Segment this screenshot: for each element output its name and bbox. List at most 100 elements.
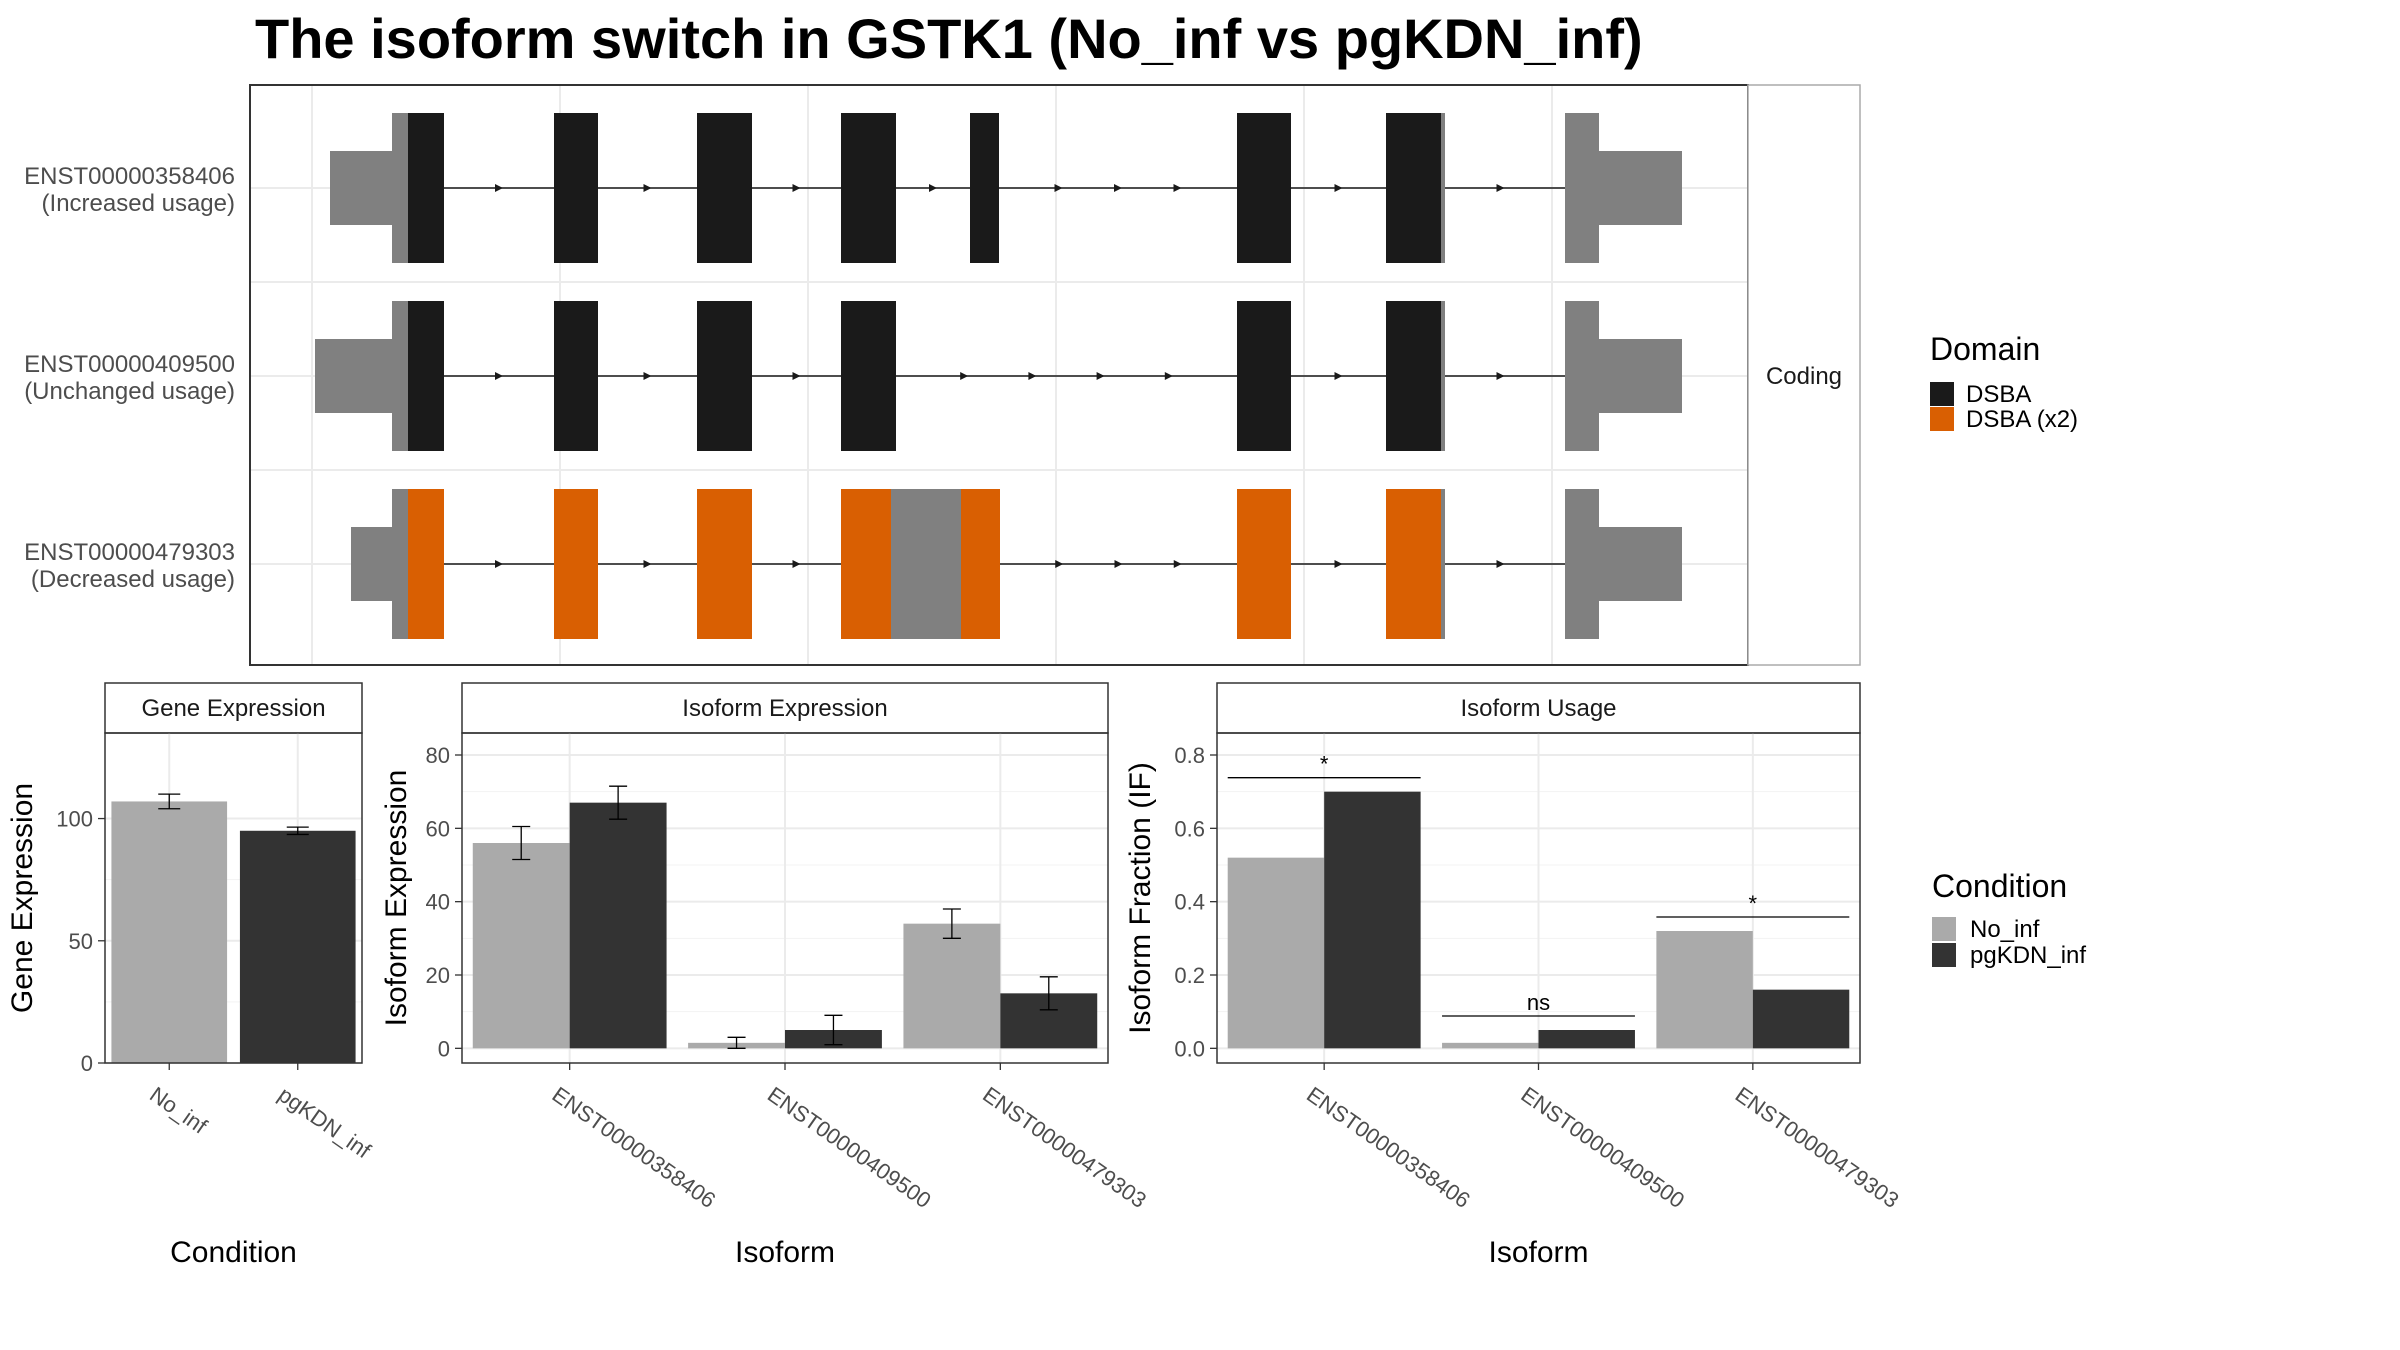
exon-domain bbox=[970, 113, 999, 263]
utr3-block bbox=[1599, 339, 1682, 413]
exon-domain bbox=[1386, 489, 1441, 639]
intron-arrow bbox=[495, 560, 503, 568]
exon-domain bbox=[1237, 301, 1291, 451]
condition-legend-label: pgKDN_inf bbox=[1970, 942, 2086, 969]
intron-arrow bbox=[792, 184, 801, 192]
x-tick-label: ENST00000479303 bbox=[1731, 1082, 1904, 1213]
exon-noncoding bbox=[392, 113, 408, 263]
y-tick-label: 20 bbox=[426, 963, 450, 988]
y-tick-label: 0.2 bbox=[1174, 963, 1205, 988]
exon-domain bbox=[841, 113, 896, 263]
intron-arrow bbox=[495, 184, 503, 192]
y-tick-label: 0.4 bbox=[1174, 890, 1205, 915]
utr3-block bbox=[1599, 151, 1682, 225]
isoform-expression-panel: Isoform Expression 0 20 40 60 80 ENST000003584… bbox=[380, 682, 1151, 1269]
y-tick-label: 100 bbox=[56, 807, 93, 832]
isoform-id-label: ENST00000358406 bbox=[24, 163, 235, 190]
exon-noncoding bbox=[1441, 301, 1445, 451]
isoform-id-label: ENST00000409500 bbox=[24, 351, 235, 378]
intron-arrow bbox=[643, 184, 652, 192]
x-tick-label: ENST00000479303 bbox=[978, 1082, 1151, 1213]
exon-domain bbox=[554, 113, 598, 263]
intron-arrow bbox=[1055, 560, 1064, 568]
isoform-usage-panel: Isoform Usage * ns * 0.0 0.2 0.4 0.6 0.8 ENST0000… bbox=[1124, 682, 1904, 1269]
intron-arrow bbox=[1164, 372, 1173, 380]
gene-structure-panel: ENST00000358406(Increased usage) ENST0000… bbox=[24, 84, 1861, 666]
y-tick-label: 80 bbox=[426, 743, 450, 768]
condition-legend-title: Condition bbox=[1932, 868, 2067, 904]
exon-domain bbox=[841, 301, 896, 451]
exon-domain bbox=[554, 301, 598, 451]
exon-noncoding bbox=[1441, 113, 1445, 263]
significance-label: ns bbox=[1527, 990, 1550, 1015]
panel-strip-label: Gene Expression bbox=[141, 695, 325, 722]
intron-arrow bbox=[1496, 184, 1505, 192]
panel-strip bbox=[104, 682, 363, 734]
y-tick-label: 0 bbox=[438, 1036, 450, 1061]
intron-arrow bbox=[792, 372, 801, 380]
significance-label: * bbox=[1749, 891, 1758, 916]
exon-noncoding bbox=[1565, 489, 1599, 639]
x-axis-title: Isoform bbox=[735, 1236, 835, 1269]
exon-domain bbox=[1237, 489, 1291, 639]
bar bbox=[1227, 857, 1325, 1049]
intron-arrow bbox=[1173, 184, 1182, 192]
x-tick-label: ENST00000358406 bbox=[1302, 1082, 1475, 1213]
y-axis-title: Gene Expression bbox=[6, 783, 39, 1013]
intron-arrow bbox=[1173, 560, 1182, 568]
exon-noncoding bbox=[392, 489, 408, 639]
isoform-id-label: ENST00000479303 bbox=[24, 539, 235, 566]
intron-arrow bbox=[1496, 560, 1505, 568]
exon-noncoding bbox=[891, 489, 961, 639]
exon-domain bbox=[408, 301, 444, 451]
y-axis-title: Isoform Fraction (IF) bbox=[1124, 762, 1157, 1034]
condition-legend-swatch bbox=[1932, 917, 1956, 941]
exon-domain bbox=[697, 489, 752, 639]
exon-noncoding bbox=[1441, 489, 1445, 639]
exon-domain bbox=[697, 301, 752, 451]
x-axis-title: Condition bbox=[170, 1236, 297, 1269]
domain-legend-label: DSBA (x2) bbox=[1966, 406, 2078, 433]
intron-arrow bbox=[643, 560, 652, 568]
y-tick-label: 60 bbox=[426, 816, 450, 841]
panel-strip-label: Isoform Expression bbox=[682, 695, 887, 722]
condition-legend-swatch bbox=[1932, 943, 1956, 967]
intron-arrow bbox=[792, 560, 801, 568]
y-tick-label: 0 bbox=[81, 1051, 93, 1076]
intron-arrow bbox=[1334, 372, 1343, 380]
x-tick-label: ENST00000358406 bbox=[548, 1082, 721, 1213]
bar bbox=[1324, 791, 1421, 1049]
bar bbox=[472, 843, 570, 1049]
figure-title: The isoform switch in GSTK1 (No_inf vs p… bbox=[255, 7, 1643, 70]
y-axis-title: Isoform Expression bbox=[380, 770, 413, 1027]
exon-domain bbox=[408, 489, 444, 639]
bar bbox=[111, 801, 228, 1063]
bar bbox=[1752, 989, 1850, 1049]
y-tick-label: 0.0 bbox=[1174, 1036, 1205, 1061]
domain-legend-swatch bbox=[1930, 382, 1954, 406]
gene-expression-panel: Gene Expression 0 50 100 No_inf pgKDN_inf Cond… bbox=[6, 682, 376, 1269]
intron-arrow bbox=[1114, 184, 1122, 192]
utr5-block bbox=[351, 527, 392, 601]
exon-noncoding bbox=[392, 301, 408, 451]
intron-arrow bbox=[1496, 372, 1505, 380]
facet-strip-label: Coding bbox=[1766, 363, 1842, 390]
x-tick-label: ENST00000409500 bbox=[763, 1082, 936, 1213]
intron-arrow bbox=[495, 372, 503, 380]
isoform-usage-label: (Decreased usage) bbox=[31, 566, 235, 593]
panel-border bbox=[104, 732, 363, 1064]
exon-domain bbox=[697, 113, 752, 263]
x-tick-label: pgKDN_inf bbox=[274, 1082, 376, 1164]
exon-domain bbox=[408, 113, 444, 263]
bar bbox=[903, 923, 1001, 1049]
isoform-usage-label: (Unchanged usage) bbox=[24, 378, 235, 405]
domain-legend-label: DSBA bbox=[1966, 381, 2031, 408]
exon-domain bbox=[1237, 113, 1291, 263]
x-axis-title: Isoform bbox=[1488, 1236, 1588, 1269]
intron-arrow bbox=[1334, 560, 1343, 568]
bar bbox=[569, 802, 667, 1049]
exon-domain bbox=[841, 489, 891, 639]
